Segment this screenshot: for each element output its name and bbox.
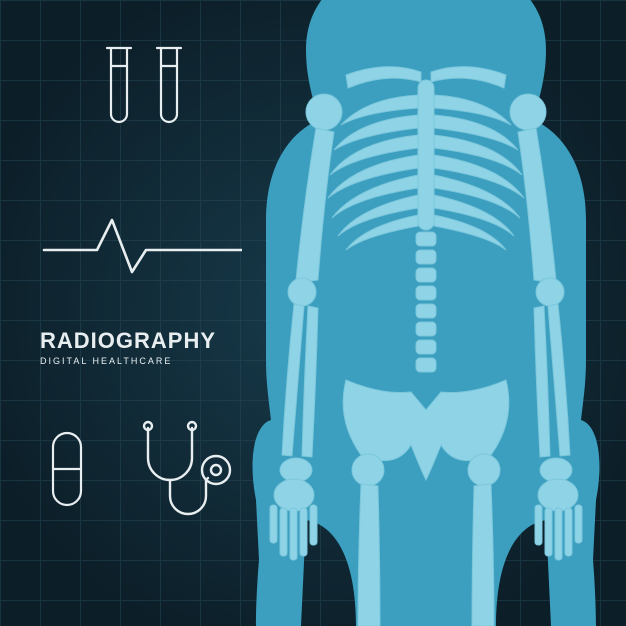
stethoscope-icon xyxy=(130,418,240,528)
title-block: RADIOGRAPHY DIGITAL HEALTHCARE xyxy=(40,328,216,366)
title-text: RADIOGRAPHY xyxy=(40,328,216,354)
infographic-canvas: RADIOGRAPHY DIGITAL HEALTHCARE xyxy=(0,0,626,626)
pill-icon xyxy=(50,430,84,508)
test-tube-icon-left xyxy=(105,46,133,134)
xray-svg xyxy=(246,0,606,626)
test-tube-icon-right xyxy=(155,46,183,134)
xray-body xyxy=(246,0,606,626)
subtitle-text: DIGITAL HEALTHCARE xyxy=(40,356,216,366)
ecg-icon xyxy=(42,210,242,280)
icon-group xyxy=(0,0,300,626)
